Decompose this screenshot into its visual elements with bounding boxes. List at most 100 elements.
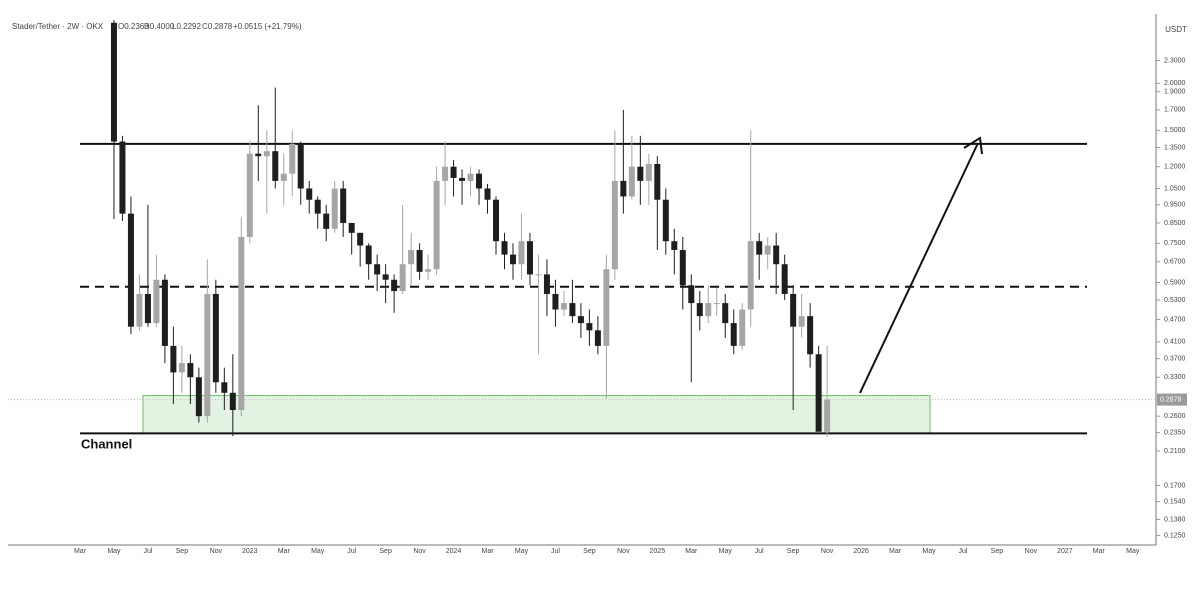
y-tick-label: 0.1700: [1164, 482, 1186, 489]
candle-body: [289, 143, 296, 174]
y-tick-label: 0.2100: [1164, 448, 1186, 455]
y-tick-label: 0.3300: [1164, 374, 1186, 381]
candle-body: [161, 279, 168, 346]
candle-body: [628, 166, 635, 197]
candle-body: [824, 399, 831, 432]
x-tick-label: Jul: [958, 548, 967, 555]
x-tick-label: Sep: [787, 548, 800, 555]
candle-body: [773, 245, 780, 265]
candle-body: [560, 303, 567, 310]
candle-body: [586, 323, 593, 331]
candle-body: [314, 199, 321, 214]
last-price-label: 0.2878: [1160, 396, 1182, 403]
y-tick-label: 0.1380: [1164, 516, 1186, 523]
x-tick-label: May: [311, 548, 325, 555]
plot: 2.3000 2.0000 1.9000 1.7000 1.5000 1.3500 1.20…: [8, 20, 1187, 555]
candle-body: [662, 199, 669, 242]
candle-body: [467, 173, 474, 181]
y-tick-label: 0.6700: [1164, 259, 1186, 266]
candle-body: [535, 274, 542, 276]
candle-body: [238, 236, 245, 410]
candle-body: [331, 188, 338, 229]
y-tick-label: 1.0500: [1164, 185, 1186, 192]
candle-body: [280, 173, 287, 181]
x-tick-label: Mar: [74, 548, 87, 555]
support-zone: [142, 395, 931, 434]
candle-body: [654, 164, 661, 200]
x-tick-label: Sep: [991, 548, 1004, 555]
y-tick-label: 0.3700: [1164, 355, 1186, 362]
x-tick-label: Sep: [583, 548, 596, 555]
candle-body: [348, 222, 355, 233]
y-tick-label: 0.1540: [1164, 498, 1186, 505]
candle-body: [399, 264, 406, 292]
channel-label: Channel: [81, 436, 132, 451]
last-price-tag: [1157, 393, 1187, 406]
candle-body: [790, 293, 797, 327]
candle-body: [603, 269, 610, 346]
candle-body: [688, 285, 695, 304]
x-tick-label: Nov: [617, 548, 630, 555]
candle-body: [747, 241, 754, 310]
x-tick-label: Jul: [755, 548, 764, 555]
x-tick-label: Nov: [413, 548, 426, 555]
candle-body: [246, 153, 253, 237]
candle-body: [756, 241, 763, 255]
ohlc-low: L0.2292: [172, 22, 201, 31]
x-tick-label: 2026: [853, 548, 869, 555]
candle-body: [722, 303, 729, 324]
candle-body: [127, 213, 134, 327]
symbol: Stader/Tether · 2W · OKX: [12, 22, 104, 31]
ohlc-open: O0.2363: [118, 22, 149, 31]
candle-body: [357, 232, 364, 246]
candle-body: [739, 309, 746, 346]
x-tick-label: Jul: [551, 548, 560, 555]
x-tick-label: Mar: [481, 548, 494, 555]
candle-body: [645, 164, 652, 181]
candle-body: [611, 180, 618, 270]
candle-body: [119, 141, 126, 214]
y-tick-label: 0.2600: [1164, 413, 1186, 420]
candle-body: [408, 250, 415, 265]
x-tick-label: Nov: [821, 548, 834, 555]
candle-body: [781, 264, 788, 294]
candle-body: [212, 293, 219, 383]
x-tick-label: 2027: [1057, 548, 1073, 555]
x-tick-label: Mar: [685, 548, 698, 555]
candle-body: [594, 330, 601, 346]
currency: USDT: [1165, 25, 1187, 34]
candle-body: [493, 199, 500, 242]
x-tick-label: Nov: [210, 548, 223, 555]
candle-body: [195, 377, 202, 417]
x-tick-label: Mar: [278, 548, 291, 555]
x-tick-label: Nov: [1025, 548, 1038, 555]
candle-body: [815, 354, 822, 432]
candle-body: [221, 382, 228, 393]
candle-body: [144, 293, 151, 324]
x-tick-label: May: [719, 548, 733, 555]
y-tick-label: 0.1250: [1164, 532, 1186, 539]
candle-body: [543, 274, 550, 294]
candle-body: [178, 363, 185, 373]
y-tick-label: 0.5900: [1164, 279, 1186, 286]
candle-body: [696, 303, 703, 317]
y-tick-label: 2.3000: [1164, 57, 1186, 64]
candle-body: [136, 293, 143, 327]
candle-body: [730, 323, 737, 346]
candle-body: [518, 241, 525, 265]
candle-body: [577, 316, 584, 324]
candle-body: [204, 293, 211, 417]
x-tick-label: Mar: [1093, 548, 1106, 555]
ohlc-close: C0.2878: [202, 22, 233, 31]
x-tick-label: Sep: [176, 548, 189, 555]
candle-body: [153, 279, 160, 324]
x-tick-label: 2025: [650, 548, 666, 555]
candle-body: [229, 392, 236, 410]
x-tick-label: May: [107, 548, 121, 555]
candle-body: [450, 166, 457, 178]
candle-body: [297, 143, 304, 189]
x-tick-label: Sep: [379, 548, 392, 555]
candle-body: [705, 303, 712, 317]
